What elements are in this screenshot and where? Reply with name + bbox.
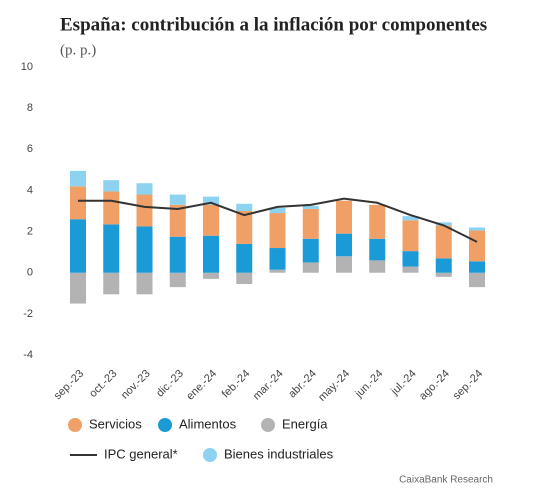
bar	[236, 272, 253, 285]
bar	[269, 248, 286, 270]
bar	[269, 207, 286, 214]
x-tick-label: feb.-24	[220, 368, 253, 401]
bar	[469, 272, 485, 288]
bar	[103, 224, 120, 273]
line	[78, 197, 478, 243]
bar	[402, 251, 419, 267]
source: CaixaBank Research	[399, 475, 493, 486]
legend-label: Energía	[282, 416, 328, 431]
bar	[302, 238, 319, 263]
bar	[236, 211, 253, 244]
y-tick-label: 2	[27, 225, 33, 237]
legend-label: Bienes industriales	[224, 446, 334, 461]
bar	[169, 194, 186, 205]
bar	[435, 225, 452, 259]
bar	[169, 204, 186, 237]
bar	[70, 186, 86, 220]
bar	[136, 226, 153, 273]
bar	[103, 272, 120, 295]
x-tick-label: abr.-24	[286, 368, 319, 401]
bar	[136, 183, 153, 195]
bar	[269, 213, 286, 249]
x-tick-label: jul.-24	[388, 368, 418, 398]
bar	[469, 230, 485, 262]
bar	[269, 269, 286, 273]
x-tick-label: ago.-24	[417, 368, 452, 403]
legend-label: Alimentos	[179, 416, 237, 431]
bar	[70, 170, 86, 187]
bar	[402, 220, 419, 252]
x-tick-label: ene.-24	[184, 368, 219, 403]
bar	[402, 216, 419, 221]
x-tick-label: sep.-23	[52, 368, 86, 402]
y-tick-label: 10	[21, 61, 33, 73]
chart-title: España: contribución a la inflación por …	[60, 14, 487, 35]
bar	[302, 205, 319, 209]
bar	[369, 204, 386, 239]
x-tick-label: nov.-23	[119, 368, 153, 402]
x-tick-label: jun.-24	[352, 368, 385, 401]
y-tick-label: 8	[27, 102, 33, 114]
y-tick-label: -4	[23, 349, 33, 361]
bar	[336, 200, 352, 234]
y-tick-label: -2	[23, 308, 33, 320]
bar	[236, 203, 253, 211]
bar	[70, 219, 86, 273]
bar	[302, 208, 319, 239]
bar	[435, 272, 452, 277]
bar	[169, 272, 186, 288]
bar	[336, 256, 352, 273]
bar	[136, 194, 153, 227]
x-tick-label: dic.-23	[154, 368, 186, 400]
y-tick-label: 0	[27, 267, 33, 279]
x-tick-label: may.-24	[316, 368, 352, 404]
bar	[203, 204, 219, 236]
y-tick-label: 6	[27, 143, 33, 155]
legend-swatch	[203, 448, 217, 462]
bar	[336, 233, 352, 257]
bar	[203, 196, 219, 205]
bar	[435, 222, 452, 226]
bar	[236, 243, 253, 273]
x-tick-label: sep.-24	[451, 368, 485, 402]
bar	[203, 235, 219, 273]
y-tick-label: 4	[27, 184, 33, 196]
legend-label: Servicios	[89, 416, 142, 431]
legend-swatch	[158, 418, 172, 432]
bar	[302, 262, 319, 273]
bar	[70, 272, 86, 304]
bar	[103, 191, 120, 225]
chart-subtitle: (p. p.)	[60, 42, 96, 58]
bar	[369, 238, 386, 261]
bar	[136, 272, 153, 295]
bar	[469, 261, 485, 273]
legend-swatch	[68, 418, 82, 432]
bar	[369, 260, 386, 273]
legend-label: IPC general*	[104, 446, 178, 461]
legend-swatch	[261, 418, 275, 432]
bar	[169, 236, 186, 273]
bar	[469, 227, 485, 231]
bar	[203, 272, 219, 279]
x-tick-label: oct.-23	[87, 368, 119, 400]
bar	[435, 258, 452, 273]
bar	[402, 266, 419, 273]
bar	[103, 180, 120, 192]
x-tick-label: mar.-24	[251, 368, 286, 403]
